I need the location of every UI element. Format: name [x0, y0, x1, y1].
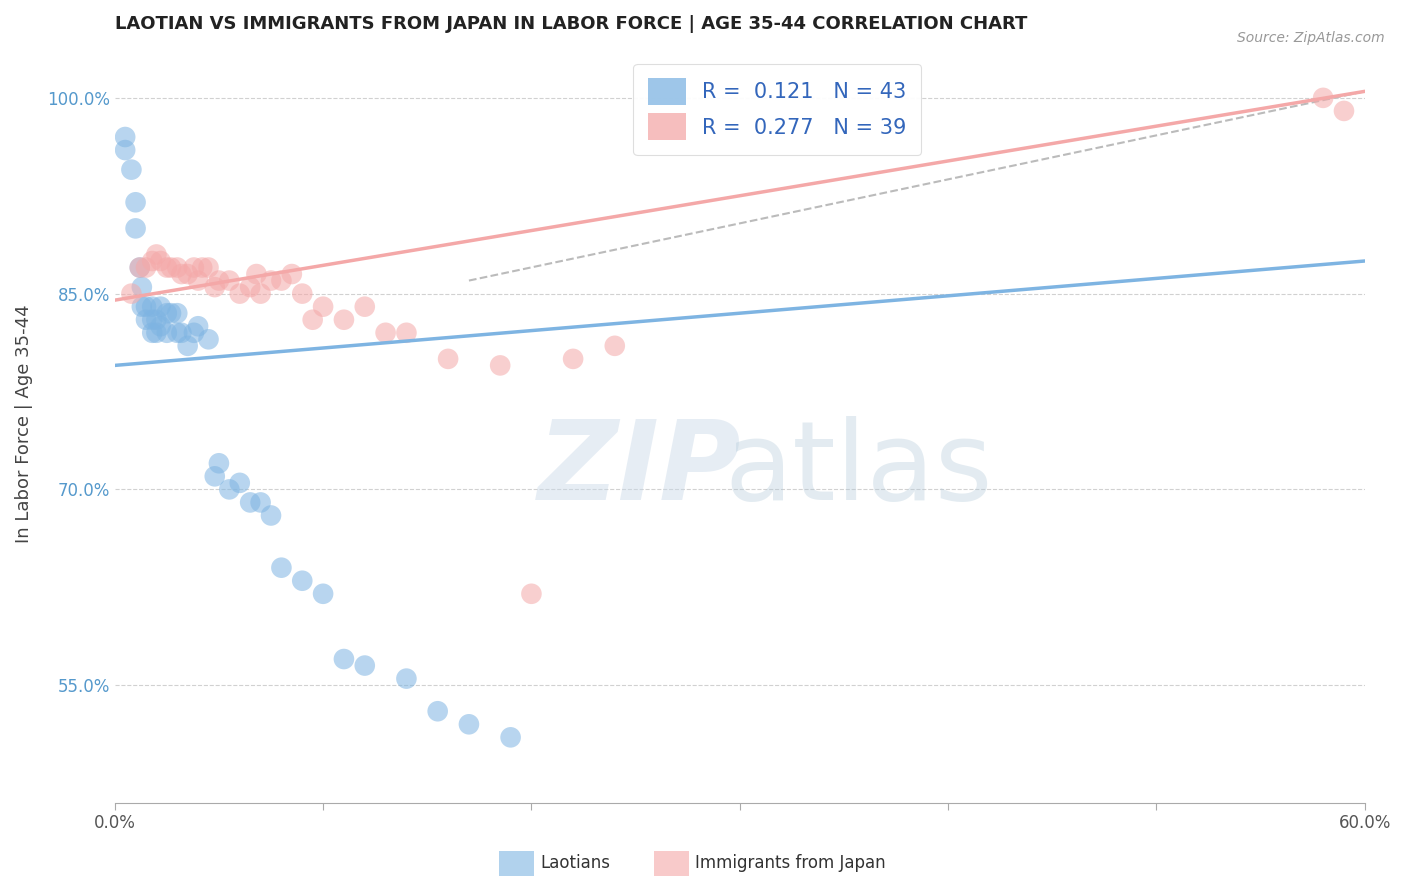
Point [333, 312, 356, 326]
Point [603, 339, 626, 353]
Point [128, 260, 150, 275]
Point [156, 306, 179, 320]
Point [170, 267, 193, 281]
Point [141, 312, 163, 326]
Point [1333, 103, 1355, 118]
Point [208, 274, 231, 288]
Point [120, 162, 142, 177]
Point [239, 280, 262, 294]
Point [141, 254, 163, 268]
Point [218, 483, 240, 497]
Point [135, 312, 157, 326]
Text: Laotians: Laotians [540, 855, 610, 872]
Point [204, 469, 226, 483]
Point [270, 274, 292, 288]
Point [141, 326, 163, 340]
Text: ZIP: ZIP [538, 416, 741, 523]
Point [489, 359, 512, 373]
Point [426, 704, 449, 718]
Point [149, 319, 172, 334]
Point [1312, 91, 1334, 105]
Text: Source: ZipAtlas.com: Source: ZipAtlas.com [1237, 31, 1385, 45]
Point [176, 339, 198, 353]
Point [197, 260, 219, 275]
Point [131, 280, 153, 294]
Point [183, 326, 205, 340]
Point [499, 731, 522, 745]
Point [124, 195, 146, 210]
Point [218, 274, 240, 288]
Point [197, 332, 219, 346]
Point [156, 326, 179, 340]
Point [145, 326, 167, 340]
Point [353, 300, 375, 314]
Point [170, 326, 193, 340]
Point [395, 672, 418, 686]
Point [312, 300, 335, 314]
Point [124, 221, 146, 235]
Point [191, 260, 214, 275]
Text: LAOTIAN VS IMMIGRANTS FROM JAPAN IN LABOR FORCE | AGE 35-44 CORRELATION CHART: LAOTIAN VS IMMIGRANTS FROM JAPAN IN LABO… [115, 15, 1028, 33]
Point [291, 286, 314, 301]
Point [120, 286, 142, 301]
Y-axis label: In Labor Force | Age 35-44: In Labor Force | Age 35-44 [15, 305, 32, 543]
Point [353, 658, 375, 673]
Point [160, 260, 183, 275]
Point [176, 267, 198, 281]
Point [270, 560, 292, 574]
Point [229, 475, 252, 490]
Point [239, 495, 262, 509]
Point [281, 267, 304, 281]
Point [260, 274, 283, 288]
Point [395, 326, 418, 340]
Text: Immigrants from Japan: Immigrants from Japan [695, 855, 886, 872]
Point [131, 300, 153, 314]
Point [149, 300, 172, 314]
Point [333, 652, 356, 666]
Point [208, 456, 231, 470]
Point [160, 306, 183, 320]
Point [166, 326, 188, 340]
Point [149, 254, 172, 268]
Point [135, 260, 157, 275]
Point [187, 274, 209, 288]
Point [249, 495, 271, 509]
Point [249, 286, 271, 301]
Point [229, 286, 252, 301]
Point [114, 130, 136, 145]
Point [562, 351, 585, 366]
Point [245, 267, 267, 281]
Point [166, 306, 188, 320]
Point [141, 300, 163, 314]
Point [291, 574, 314, 588]
Point [114, 143, 136, 157]
Point [301, 312, 323, 326]
Point [135, 300, 157, 314]
Point [312, 587, 335, 601]
Point [204, 280, 226, 294]
Point [156, 260, 179, 275]
Point [166, 260, 188, 275]
Point [374, 326, 396, 340]
Point [187, 319, 209, 334]
Point [260, 508, 283, 523]
Point [145, 312, 167, 326]
Legend: R =  0.121   N = 43, R =  0.277   N = 39: R = 0.121 N = 43, R = 0.277 N = 39 [634, 63, 921, 154]
Point [128, 260, 150, 275]
Point [458, 717, 481, 731]
Text: atlas: atlas [724, 416, 993, 523]
Point [183, 260, 205, 275]
Point [145, 247, 167, 261]
Point [437, 351, 460, 366]
Point [520, 587, 543, 601]
